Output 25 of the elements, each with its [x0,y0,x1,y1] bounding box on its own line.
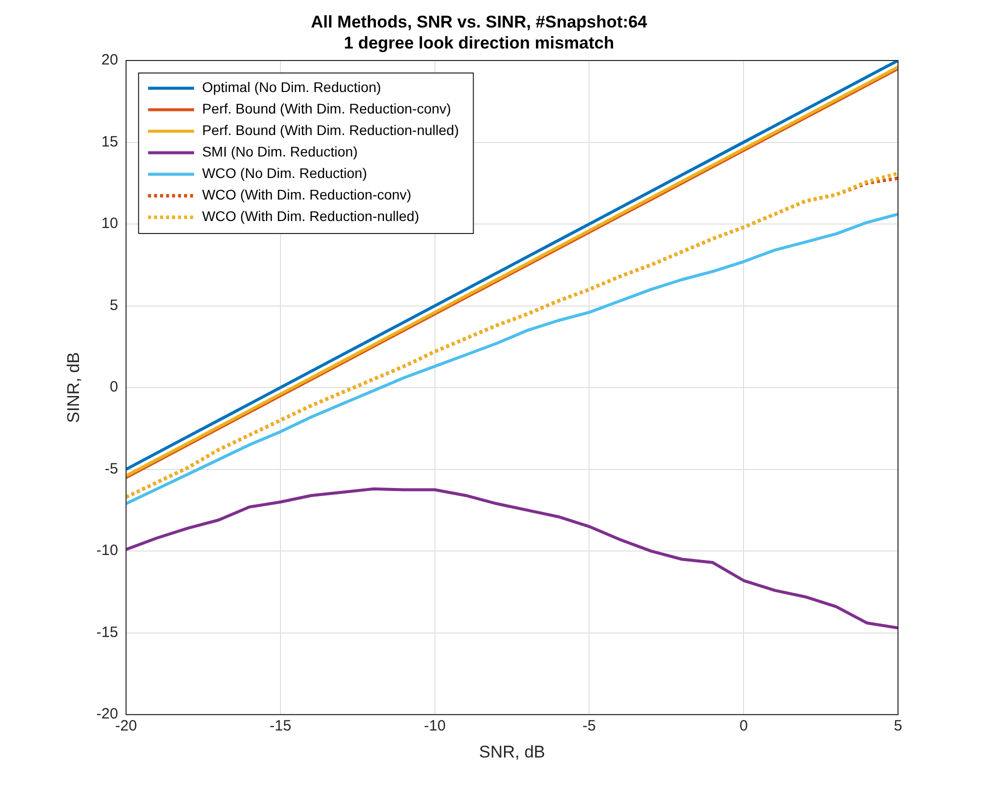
legend-label: WCO (With Dim. Reduction-nulled) [202,208,420,224]
y-tick-label: 20 [101,52,118,69]
y-axis-title: SINR, dB [64,352,83,423]
y-tick-label: -10 [96,542,118,560]
x-axis-title: SNR, dB [478,742,546,762]
legend-label: Perf. Bound (With Dim. Reduction-conv) [202,100,452,117]
y-tick-label: -15 [96,624,118,641]
legend-label: Perf. Bound (With Dim. Reduction-nulled) [202,122,459,138]
y-tick-label: -5 [104,460,118,478]
legend-label: Optimal (No Dim. Reduction) [202,79,382,96]
chart-title: All Methods, SNR vs. SINR, #Snapshot:64 [310,12,648,32]
x-tick-label: 5 [894,718,902,735]
y-tick-label: -20 [96,706,118,723]
chart-subtitle: 1 degree look direction mismatch [344,34,614,53]
y-tick-label: 15 [101,133,118,150]
y-tick-label: 10 [101,215,118,232]
legend-label: SMI (No Dim. Reduction) [202,144,358,160]
x-tick-label: -15 [270,718,292,735]
x-tick-label: -5 [582,718,596,735]
y-tick-label: 0 [110,378,118,396]
legend-label: WCO (No Dim. Reduction) [202,165,367,182]
legend-label: WCO (With Dim. Reduction-conv) [202,186,412,203]
x-tick-label: 0 [739,718,748,735]
x-tick-label: -10 [424,718,446,735]
y-tick-label: 5 [110,296,118,314]
